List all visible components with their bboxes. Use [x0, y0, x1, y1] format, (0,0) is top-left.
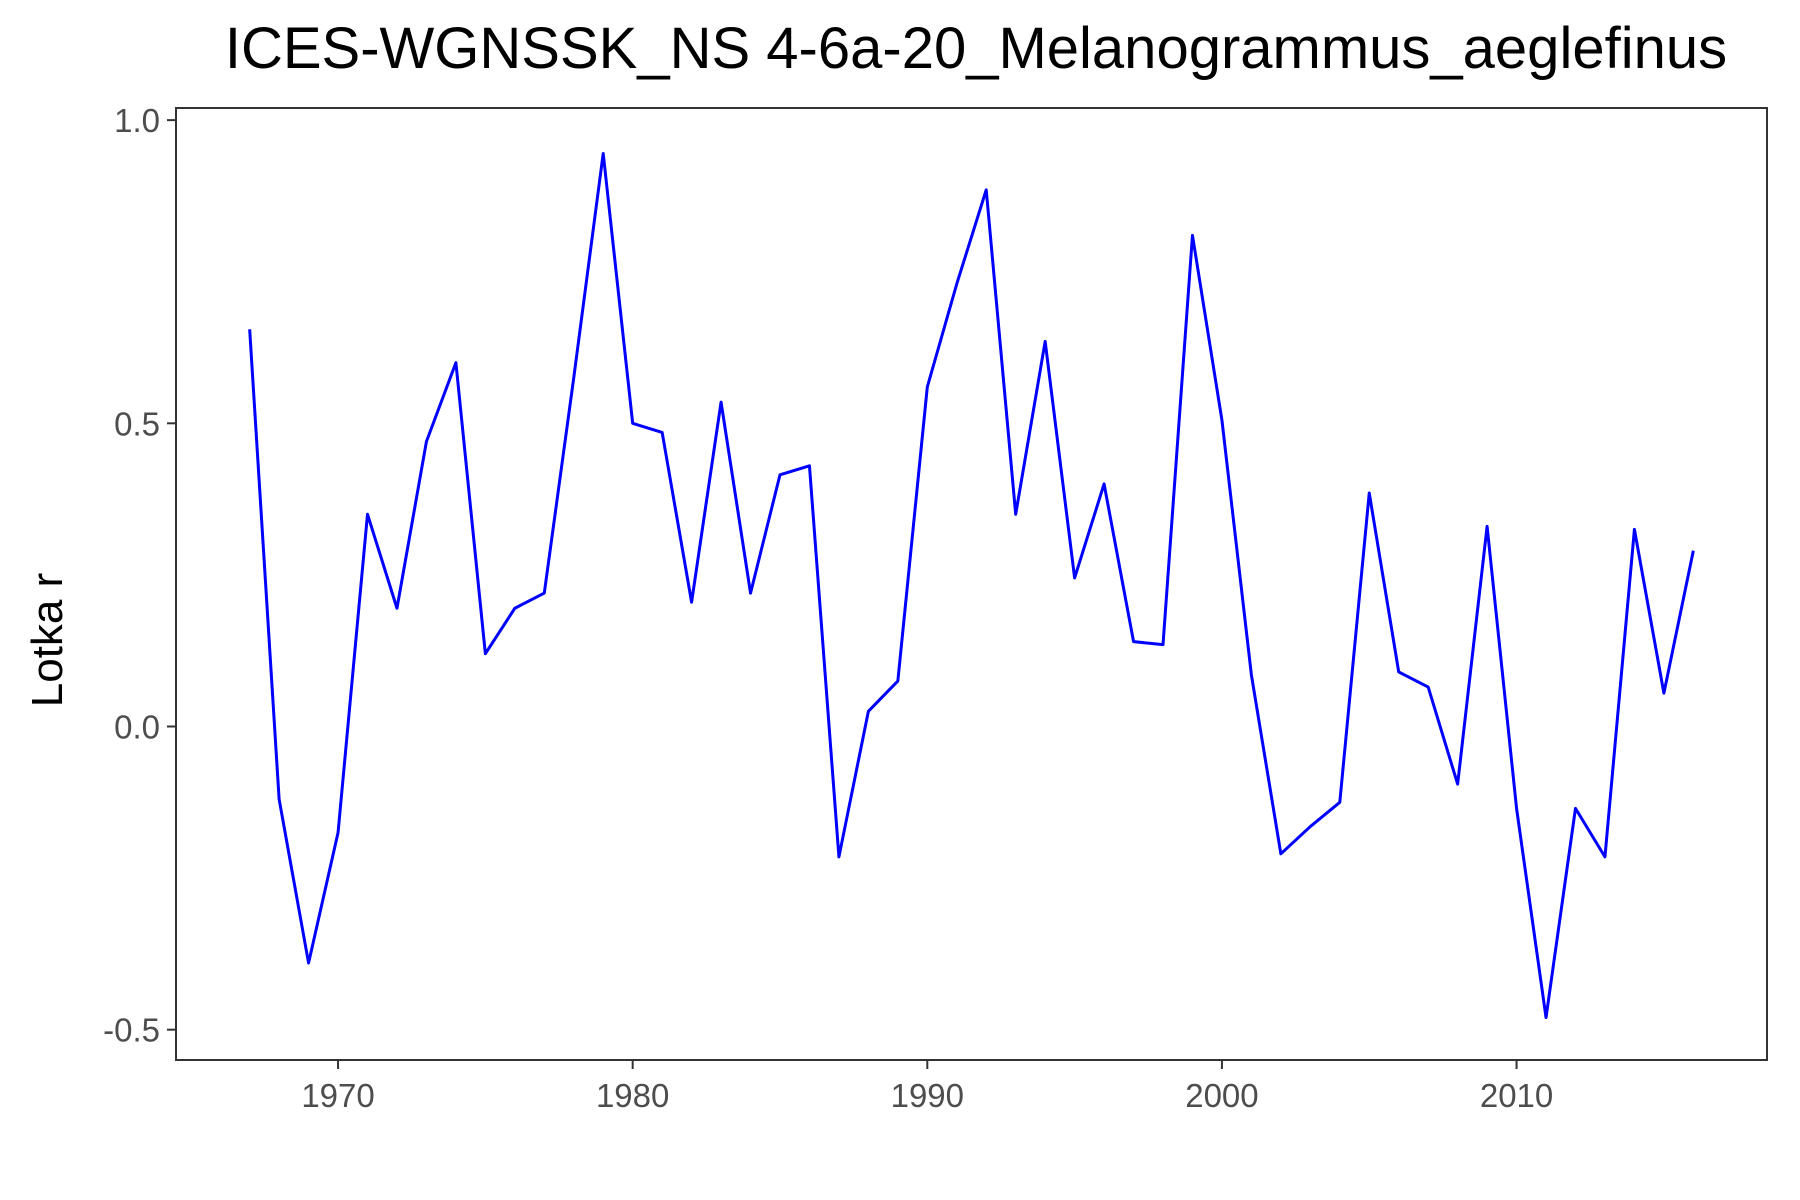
- y-axis: -0.5 0.0 0.5 1.0: [103, 102, 176, 1049]
- series-layer: [248, 151, 1695, 1020]
- y-tick-label: 1.0: [114, 102, 160, 139]
- y-tick-label: -0.5: [103, 1012, 160, 1049]
- y-tick-label: 0.5: [114, 405, 160, 442]
- x-tick-label: 2000: [1185, 1077, 1258, 1114]
- y-axis-label: Lotka r: [23, 573, 72, 708]
- chart-title: ICES-WGNSSK_NS 4-6a-20_Melanogrammus_aeg…: [225, 16, 1727, 81]
- plot-panel: [175, 107, 1768, 1061]
- x-tick-label: 1980: [596, 1077, 669, 1114]
- y-tick-label: 0.0: [114, 708, 160, 745]
- x-tick-label: 1990: [891, 1077, 964, 1114]
- x-axis: 1970 1980 1990 2000 2010: [301, 1060, 1553, 1114]
- x-tick-label: 1970: [301, 1077, 374, 1114]
- x-tick-label: 2010: [1480, 1077, 1553, 1114]
- series-line: [248, 151, 1695, 1020]
